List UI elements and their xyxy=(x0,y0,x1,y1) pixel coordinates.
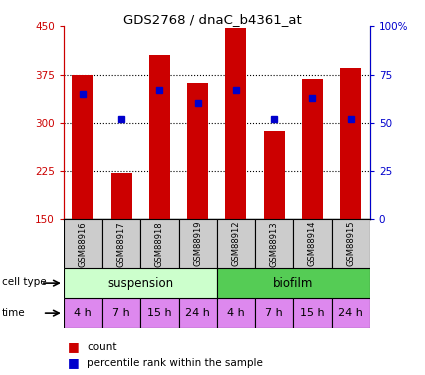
Bar xyxy=(149,55,170,219)
Text: count: count xyxy=(87,342,116,352)
Text: GSM88912: GSM88912 xyxy=(231,221,241,267)
Bar xyxy=(332,219,370,268)
Text: 4 h: 4 h xyxy=(74,308,92,318)
Bar xyxy=(255,219,293,268)
Text: time: time xyxy=(2,308,26,318)
Text: 24 h: 24 h xyxy=(338,308,363,318)
Bar xyxy=(332,298,370,328)
Text: ■: ■ xyxy=(68,356,80,369)
Bar xyxy=(102,298,140,328)
Bar xyxy=(293,219,332,268)
Bar xyxy=(187,83,208,219)
Bar xyxy=(225,28,246,219)
Bar xyxy=(110,173,132,219)
Bar xyxy=(217,298,255,328)
Bar xyxy=(64,219,102,268)
Text: biofilm: biofilm xyxy=(273,277,313,290)
Text: GSM88916: GSM88916 xyxy=(78,221,88,267)
Text: ■: ■ xyxy=(68,340,80,353)
Bar xyxy=(217,219,255,268)
Bar xyxy=(140,219,178,268)
Bar xyxy=(64,268,217,298)
Text: percentile rank within the sample: percentile rank within the sample xyxy=(87,358,263,368)
Bar xyxy=(102,219,140,268)
Text: 15 h: 15 h xyxy=(300,308,325,318)
Text: 15 h: 15 h xyxy=(147,308,172,318)
Bar xyxy=(217,268,370,298)
Text: GDS2768 / dnaC_b4361_at: GDS2768 / dnaC_b4361_at xyxy=(123,13,302,26)
Bar xyxy=(140,298,178,328)
Bar xyxy=(178,298,217,328)
Bar xyxy=(64,298,102,328)
Bar xyxy=(302,79,323,219)
Bar xyxy=(178,219,217,268)
Text: 4 h: 4 h xyxy=(227,308,245,318)
Text: GSM88918: GSM88918 xyxy=(155,221,164,267)
Text: GSM88919: GSM88919 xyxy=(193,221,202,267)
Bar xyxy=(293,298,332,328)
Text: 7 h: 7 h xyxy=(265,308,283,318)
Text: suspension: suspension xyxy=(107,277,173,290)
Text: GSM88913: GSM88913 xyxy=(269,221,279,267)
Text: 7 h: 7 h xyxy=(112,308,130,318)
Text: GSM88917: GSM88917 xyxy=(116,221,126,267)
Bar xyxy=(255,298,293,328)
Text: 24 h: 24 h xyxy=(185,308,210,318)
Bar xyxy=(340,68,361,219)
Bar xyxy=(264,130,285,219)
Text: cell type: cell type xyxy=(2,278,47,287)
Text: GSM88914: GSM88914 xyxy=(308,221,317,267)
Text: GSM88915: GSM88915 xyxy=(346,221,355,267)
Bar xyxy=(72,75,94,219)
